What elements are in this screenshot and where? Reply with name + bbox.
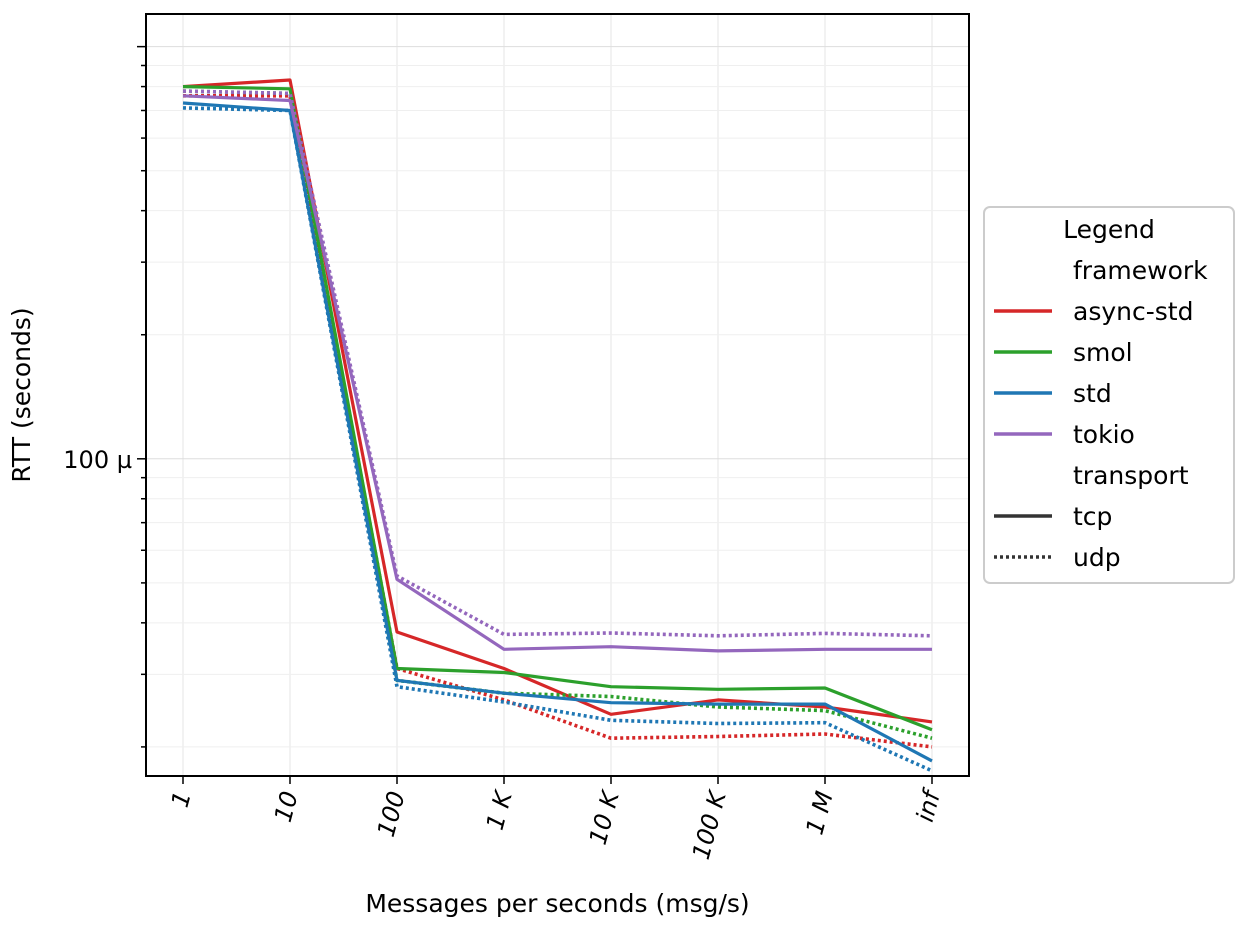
- grid: [146, 14, 969, 776]
- x-tick-label: 1 M: [800, 788, 838, 838]
- x-tick-label: 100: [372, 788, 411, 839]
- x-tick-label: 100 K: [687, 786, 733, 862]
- legend-label-tcp: tcp: [1073, 502, 1112, 531]
- legend-label-tokio: tokio: [1073, 420, 1135, 449]
- axes: 1 10 100 1 K 10 K 100 K 1 M inf 100 µ: [63, 45, 947, 862]
- legend-label-framework: framework: [1073, 256, 1208, 285]
- series-line-tokio-udp: [182, 89, 933, 638]
- series-line-tokio-tcp: [182, 94, 932, 653]
- plot-frame: [145, 13, 970, 777]
- x-tick-label: 10: [269, 788, 304, 825]
- legend: Legend framework async-std smol std tokio tra…: [983, 206, 1235, 584]
- x-axis-label: Messages per seconds (msg/s): [365, 889, 749, 918]
- legend-title: Legend: [1063, 215, 1155, 244]
- y-axis-label: RTT (seconds): [7, 307, 36, 482]
- x-tick-label: 1: [166, 788, 197, 810]
- series-line-smol-udp: [182, 89, 933, 740]
- x-tick-label: inf: [911, 785, 947, 825]
- legend-label-smol: smol: [1073, 338, 1133, 367]
- y-tick-label: 100 µ: [63, 446, 132, 474]
- legend-entries: framework async-std smol std tokio transport t…: [994, 256, 1208, 572]
- legend-label-std: std: [1073, 379, 1112, 408]
- x-tick-label: 1 K: [481, 786, 519, 833]
- series-line-async-std-tcp: [182, 78, 933, 724]
- series-lines: [182, 78, 933, 773]
- series-line-std-udp: [182, 106, 933, 773]
- legend-label-async-std: async-std: [1073, 297, 1193, 326]
- series-line-std-tcp: [182, 101, 933, 763]
- legend-label-transport: transport: [1073, 461, 1189, 490]
- x-tick-label: 10 K: [584, 786, 626, 848]
- legend-label-udp: udp: [1073, 543, 1121, 572]
- legend-box: [983, 206, 1235, 584]
